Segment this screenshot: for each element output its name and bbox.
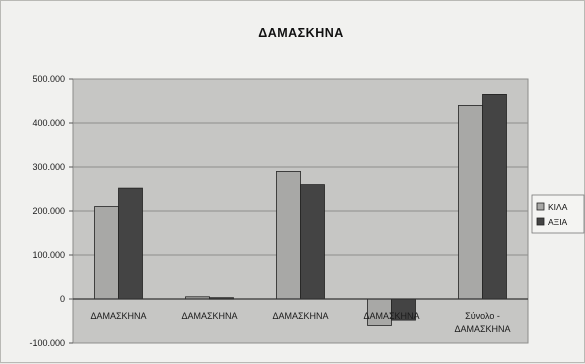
- legend-swatch-κιλα: [536, 202, 545, 211]
- bar-αξια-1: [118, 187, 143, 300]
- y-tick-label: 300.000: [32, 162, 65, 172]
- bar-κιλα-3: [276, 170, 301, 300]
- legend: ΚΙΛΑ ΑΞΙΑ: [531, 194, 585, 234]
- legend-box: [531, 194, 585, 234]
- category-label-line2: ΔΑΜΑΣΚΗΝΑ: [454, 324, 510, 334]
- legend-swatch-αξια: [536, 217, 545, 226]
- legend-label-αξια: ΑΞΙΑ: [548, 217, 568, 227]
- bar-αξια-3: [300, 184, 325, 300]
- legend-label-κιλα: ΚΙΛΑ: [548, 202, 568, 212]
- category-label: ΔΑΜΑΣΚΗΝΑ: [363, 311, 419, 321]
- bar-κιλα-5: [458, 105, 483, 300]
- chart-title: ΔΑΜΑΣΚΗΝΑ: [258, 26, 344, 40]
- y-tick-label: 400.000: [32, 118, 65, 128]
- bar-αξια-5: [482, 94, 507, 300]
- category-label: ΔΑΜΑΣΚΗΝΑ: [272, 311, 328, 321]
- y-tick-label: 500.000: [32, 74, 65, 84]
- y-tick-label: 200.000: [32, 206, 65, 216]
- y-tick-label: -100.000: [29, 338, 65, 348]
- category-label: ΔΑΜΑΣΚΗΝΑ: [181, 311, 237, 321]
- y-tick-label: 0: [60, 294, 65, 304]
- plot-area: 500.000 400.000 300.000 200.000 100.000 0 -100…: [29, 74, 529, 348]
- y-tick-label: 100.000: [32, 250, 65, 260]
- category-label: ΔΑΜΑΣΚΗΝΑ: [90, 311, 146, 321]
- bar-κιλα-1: [94, 206, 119, 300]
- category-label: Σύνολο -: [465, 311, 500, 321]
